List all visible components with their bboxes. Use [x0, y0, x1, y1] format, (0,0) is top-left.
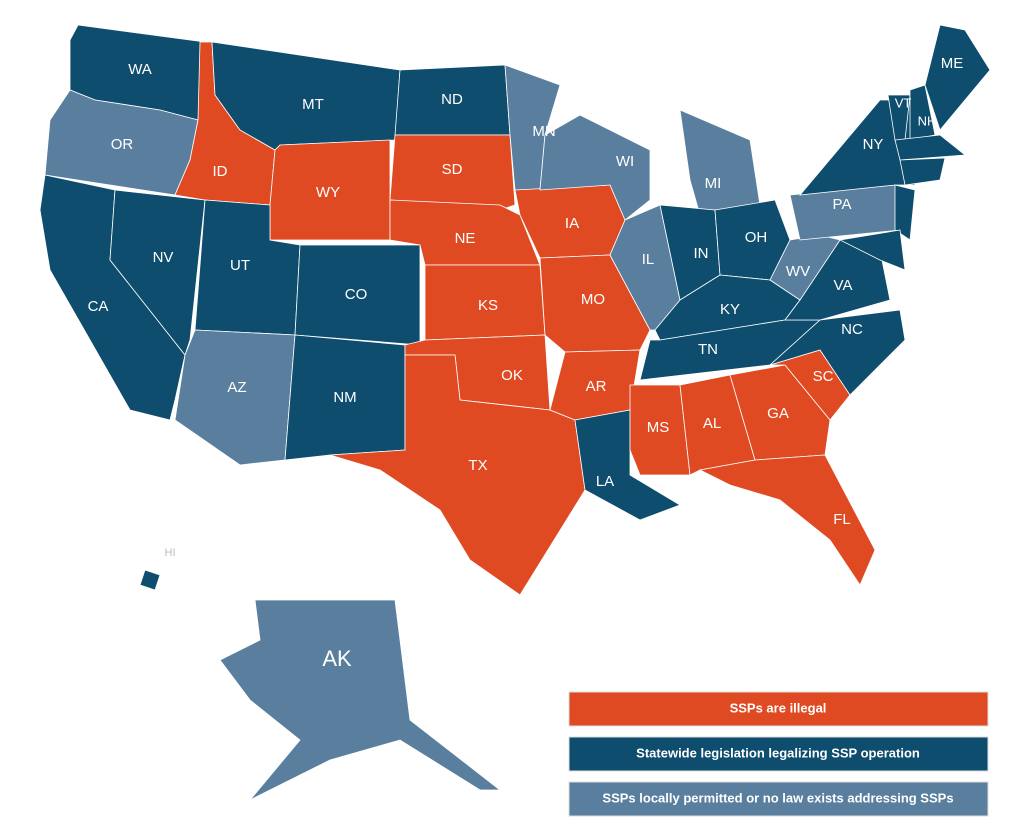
state-label: MI [705, 175, 722, 192]
state-label: MO [581, 291, 605, 308]
state-label: CO [345, 286, 368, 303]
state-label: NV [153, 249, 174, 266]
state-label: WI [616, 153, 634, 170]
state [329, 354, 586, 596]
legend-label: Statewide legislation legalizing SSP ope… [636, 745, 920, 760]
state [894, 134, 967, 161]
state [679, 109, 761, 216]
state [899, 157, 946, 186]
state-label: ND [441, 91, 463, 108]
legend-swatch [568, 691, 989, 727]
state-label: OH [745, 229, 768, 246]
state-label: CA [88, 298, 109, 315]
state-label: AL [703, 415, 721, 432]
state-label: KS [478, 297, 498, 314]
state-label: AK [322, 646, 352, 671]
state-label: ID [213, 163, 228, 180]
state [924, 24, 991, 131]
state [539, 114, 651, 221]
state-label: AZ [227, 379, 246, 396]
state-label: SC [813, 368, 834, 385]
state-label: FL [833, 511, 851, 528]
state [698, 454, 876, 586]
state-label: VT [895, 95, 912, 110]
state-label: NM [333, 389, 356, 406]
state-label: OK [501, 367, 523, 384]
state-label: NY [863, 136, 884, 153]
state-label: IL [642, 251, 655, 268]
state-label: UT [230, 257, 250, 274]
state [894, 184, 916, 241]
legend-label: SSPs are illegal [730, 700, 827, 715]
state [909, 84, 936, 141]
state-label: OR [111, 136, 134, 153]
state-label: VA [834, 277, 853, 294]
state-label: MT [302, 96, 324, 113]
state [629, 384, 691, 476]
state [729, 364, 831, 461]
state-label: SD [442, 161, 463, 178]
state [139, 569, 161, 591]
state [219, 599, 502, 801]
state [769, 234, 841, 301]
state [838, 229, 906, 271]
state-label: TX [468, 457, 487, 474]
state [109, 189, 206, 356]
state-label: AR [586, 378, 607, 395]
state [389, 134, 516, 211]
state-label: NE [455, 230, 476, 247]
legend-label: SSPs locally permitted or no law exists … [602, 790, 953, 805]
state-label: HI [165, 547, 176, 559]
state-label: IA [565, 215, 579, 232]
state-label: IN [694, 245, 709, 262]
state-label: ME [941, 55, 964, 72]
legend-swatch [568, 736, 989, 772]
state-label: MN [532, 123, 555, 140]
state-label: MS [647, 419, 670, 436]
state-label: WA [128, 61, 152, 78]
state-label: WV [786, 263, 810, 280]
state-label: NH [918, 113, 937, 128]
state-label: LA [596, 473, 614, 490]
state-label: PA [833, 196, 852, 213]
state-label: NC [841, 321, 863, 338]
state-label: WY [316, 184, 340, 201]
state-label: KY [720, 301, 740, 318]
state-label: TN [698, 341, 718, 358]
legend-swatch [568, 781, 989, 817]
state-label: GA [767, 405, 789, 422]
state [174, 329, 296, 466]
